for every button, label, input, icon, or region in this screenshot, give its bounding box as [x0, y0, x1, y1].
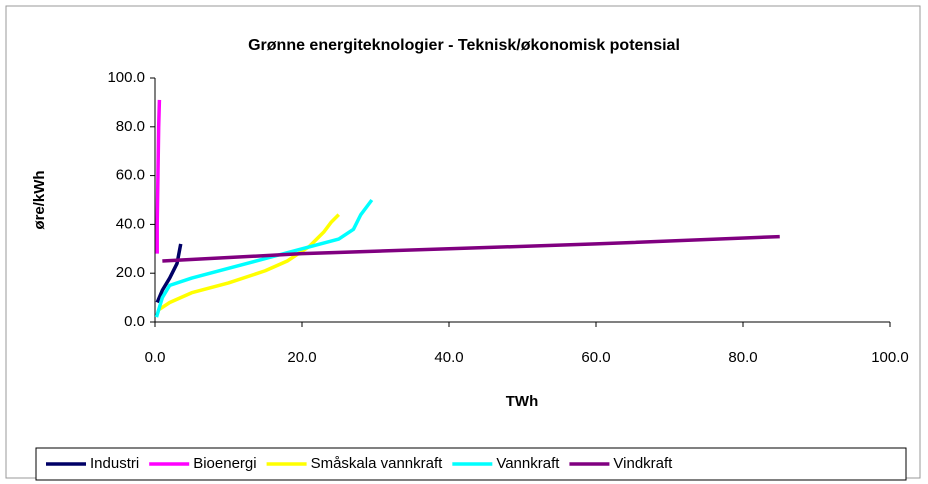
y-tick-label: 40.0 — [116, 215, 145, 232]
chart-title: Grønne energiteknologier - Teknisk/økono… — [248, 37, 680, 54]
x-axis-title: TWh — [506, 393, 538, 410]
y-tick-label: 60.0 — [116, 167, 145, 184]
x-tick-label: 0.0 — [145, 349, 166, 366]
legend-label: Industri — [90, 455, 139, 472]
x-tick-label: 40.0 — [434, 349, 463, 366]
series-line — [155, 243, 183, 304]
y-tick-label: 100.0 — [107, 69, 145, 86]
y-tick-label: 0.0 — [124, 313, 145, 330]
series-line — [162, 234, 780, 263]
legend-label: Bioenergi — [193, 455, 256, 472]
y-axis-title: øre/kWh — [31, 170, 48, 229]
y-tick-label: 20.0 — [116, 264, 145, 281]
x-tick-label: 80.0 — [728, 349, 757, 366]
legend-label: Vindkraft — [613, 455, 673, 472]
y-tick-label: 80.0 — [116, 118, 145, 135]
legend-label: Småskala vannkraft — [311, 455, 444, 472]
series-line — [157, 213, 340, 312]
legend-label: Vannkraft — [496, 455, 560, 472]
x-tick-label: 60.0 — [581, 349, 610, 366]
x-tick-label: 20.0 — [287, 349, 316, 366]
series-line — [155, 99, 162, 254]
x-tick-label: 100.0 — [871, 349, 909, 366]
